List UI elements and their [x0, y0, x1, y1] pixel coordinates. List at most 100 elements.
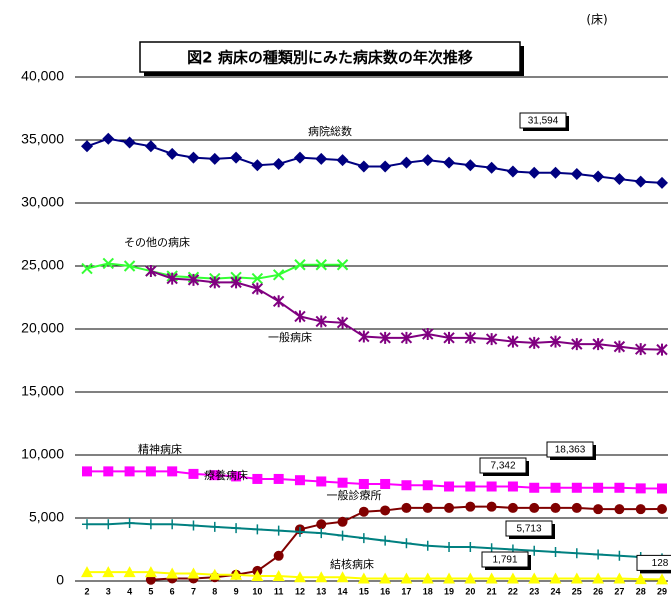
marker	[315, 571, 328, 583]
marker	[337, 477, 348, 488]
series-label: その他の病床	[124, 235, 190, 249]
x-tick-label: 4	[127, 586, 132, 596]
marker	[465, 481, 476, 492]
marker	[336, 571, 349, 583]
marker	[188, 468, 199, 479]
marker	[550, 502, 561, 513]
marker	[422, 328, 434, 341]
marker	[230, 151, 243, 164]
marker	[187, 151, 200, 164]
marker	[209, 470, 220, 481]
x-tick-label: 16	[380, 586, 390, 596]
marker	[529, 545, 540, 556]
marker	[380, 535, 391, 546]
marker	[380, 505, 391, 516]
marker	[506, 572, 519, 584]
series-label: 精神病床	[138, 442, 182, 456]
marker	[528, 166, 541, 179]
value-label-box	[505, 520, 553, 537]
marker	[230, 568, 243, 580]
title-box	[139, 41, 521, 73]
y-tick-label: 25,000	[21, 257, 64, 273]
marker	[167, 466, 178, 477]
marker	[231, 523, 242, 534]
marker	[316, 519, 327, 530]
value-label: 1,791	[492, 555, 517, 566]
marker	[273, 473, 284, 484]
marker	[656, 573, 668, 585]
x-tick-label: 12	[295, 586, 305, 596]
marker	[315, 259, 327, 271]
marker	[209, 521, 220, 532]
marker	[571, 482, 582, 493]
marker	[401, 480, 412, 491]
series-line	[87, 571, 663, 581]
marker	[401, 538, 412, 549]
y-tick-label: 35,000	[21, 131, 64, 147]
x-tick-label: 15	[359, 586, 369, 596]
x-tick-label: 14	[338, 586, 348, 596]
marker	[208, 152, 221, 165]
marker	[444, 481, 455, 492]
y-tick-label: 20,000	[21, 320, 64, 336]
marker	[485, 161, 498, 174]
x-tick-label: 3	[106, 586, 111, 596]
marker	[486, 481, 497, 492]
y-tick-label: 40,000	[21, 68, 64, 84]
marker	[166, 567, 179, 579]
marker	[635, 483, 646, 494]
marker	[593, 549, 604, 560]
marker	[315, 152, 328, 165]
marker	[81, 140, 93, 153]
marker	[464, 159, 477, 172]
marker	[550, 547, 561, 558]
x-tick-label: 22	[508, 586, 518, 596]
marker	[102, 257, 115, 270]
marker	[167, 519, 178, 530]
marker	[592, 170, 605, 183]
value-label: 5,713	[516, 524, 541, 535]
marker	[166, 272, 178, 285]
series-label: 病院総数	[308, 124, 352, 138]
value-label-box	[481, 551, 529, 568]
marker	[273, 525, 284, 536]
marker	[400, 156, 413, 169]
marker	[336, 316, 349, 329]
y-tick-label: 30,000	[21, 194, 64, 210]
marker	[486, 501, 497, 512]
marker	[614, 504, 625, 515]
x-tick-label: 17	[401, 586, 411, 596]
marker	[549, 166, 562, 179]
value-label: 7,342	[490, 461, 515, 472]
x-tick-label: 24	[551, 586, 561, 596]
marker	[656, 343, 668, 356]
marker	[421, 572, 434, 584]
marker	[123, 566, 136, 578]
y-tick-label: 15,000	[21, 383, 64, 399]
marker	[465, 541, 476, 552]
marker	[316, 476, 327, 487]
marker	[81, 566, 93, 578]
marker	[82, 466, 92, 477]
marker	[444, 502, 455, 513]
marker	[294, 259, 306, 271]
marker	[634, 573, 647, 585]
marker	[145, 574, 156, 585]
marker	[273, 550, 284, 561]
marker	[379, 572, 392, 584]
series-label: 一般診療所	[327, 488, 382, 502]
y-tick-label: 0	[56, 572, 64, 588]
marker	[188, 520, 199, 531]
x-tick-label: 21	[487, 586, 497, 596]
marker	[549, 335, 562, 348]
marker	[294, 475, 305, 486]
series-label: 療養病床	[204, 468, 248, 482]
marker	[272, 295, 285, 308]
marker	[593, 504, 604, 515]
x-tick-label: 9	[234, 586, 239, 596]
x-tick-label: 13	[316, 586, 326, 596]
marker	[570, 168, 583, 181]
marker	[443, 156, 456, 169]
marker	[613, 340, 626, 353]
